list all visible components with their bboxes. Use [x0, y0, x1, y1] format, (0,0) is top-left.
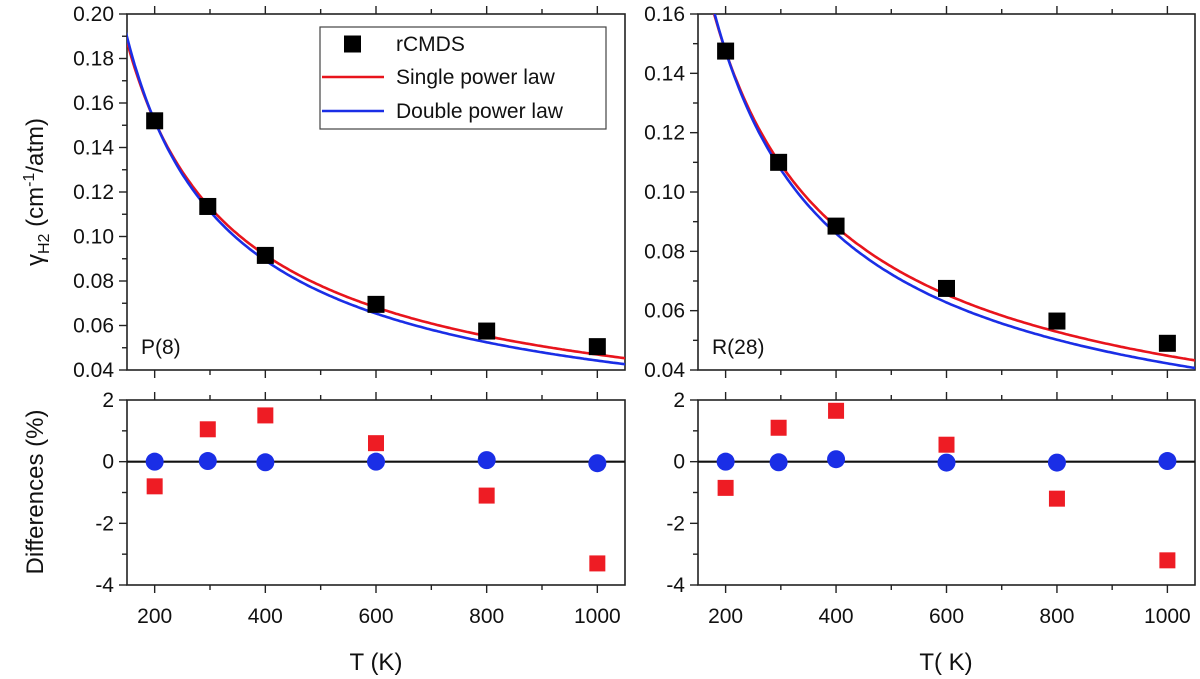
single-power-law-diff-point: [717, 479, 734, 496]
y-tick-label: 0.18: [73, 48, 114, 71]
double-power-law-diff-point: [937, 453, 956, 472]
y-tick-label: -4: [95, 574, 114, 597]
legend-label: Single power law: [396, 66, 556, 89]
y-tick-label: 0.12: [73, 181, 114, 204]
x-tick-label: 400: [248, 605, 283, 628]
y-tick-label: 0.06: [644, 300, 685, 323]
x-tick-label: 800: [469, 605, 504, 628]
double-power-law-diff-point: [256, 453, 275, 472]
single-power-law-diff-point: [828, 402, 845, 419]
double-power-law-diff-point: [1047, 453, 1066, 472]
x-tick-label: 1000: [1144, 605, 1191, 628]
rcmds-point: [717, 42, 735, 60]
y-tick-label: 0.14: [73, 137, 114, 160]
x-tick-label: 600: [929, 605, 964, 628]
rcmds-point: [1048, 312, 1066, 330]
double-power-law-diff-point: [477, 451, 496, 470]
panel-annotation: P(8): [141, 336, 181, 359]
rcmds-point: [367, 295, 385, 313]
panel-bottom-left: 200 400 600 800 1000 -4 -2 0 2: [95, 389, 626, 628]
plot-frame: [697, 13, 1196, 371]
y-axis-label-part: H2: [36, 233, 53, 254]
double-power-law-diff-point: [198, 452, 217, 471]
y-tick-label: 0.08: [644, 240, 685, 263]
single-power-law-diff-point: [589, 555, 606, 572]
y-tick-label: 0.14: [644, 62, 685, 85]
rcmds-point: [199, 197, 217, 215]
single-power-law-diff-point: [199, 421, 216, 438]
rcmds-point: [478, 322, 496, 340]
y-tick-label: 0.04: [73, 359, 114, 382]
panel-top-right: 0.04 0.06 0.08 0.10 0.12 0.14 0.16 R(28): [644, 3, 1196, 382]
double-power-law-diff-point: [769, 453, 788, 472]
plot-area: [127, 407, 625, 572]
double-power-law-diff-point: [1158, 452, 1177, 471]
single-power-law-diff-point: [770, 419, 787, 436]
double-power-law-curve: [713, 14, 1195, 370]
y-tick-label: 0: [673, 451, 685, 474]
y-axis-label-part: γ: [22, 254, 49, 266]
plot-area: [698, 402, 1195, 569]
y-tick-label: 0.16: [644, 3, 685, 26]
single-power-law-curve: [712, 14, 1195, 362]
y-axis-label-part: -1: [21, 173, 38, 187]
double-power-law-diff-point: [716, 452, 735, 471]
x-tick-label: 400: [819, 605, 854, 628]
y-tick-label: -2: [95, 512, 114, 535]
single-power-law-diff-point: [146, 478, 163, 495]
rcmds-point: [938, 279, 955, 297]
single-power-law-diff-point: [938, 436, 955, 453]
single-power-law-diff-point: [257, 407, 274, 424]
panel-top-left: 0.04 0.06 0.08 0.10 0.12 0.14 0.16 0.18 0.20 P(8): [73, 3, 626, 382]
panel-bottom-right: 200 400 600 800 1000 -4 -2 0 2: [666, 389, 1196, 628]
x-axis-label-left: T (K): [350, 649, 403, 676]
single-power-law-diff-point: [368, 435, 384, 452]
y-tick-label: 0.08: [73, 270, 114, 293]
rcmds-point: [770, 153, 788, 171]
y-axis-label-bottom: Differences (%): [22, 410, 49, 575]
legend: rCMDS Single power law Double power law: [319, 26, 607, 130]
plot-area: [127, 31, 625, 366]
double-power-law-diff-point: [367, 452, 385, 471]
double-power-law-diff-point: [588, 454, 607, 473]
double-power-law-diff-point: [145, 452, 164, 471]
rcmds-point: [588, 338, 606, 356]
x-tick-label: 1000: [574, 605, 621, 628]
double-power-law-diff-point: [827, 450, 846, 469]
y-tick-label: 0.12: [644, 122, 685, 145]
y-tick-label: 0: [102, 451, 114, 474]
y-tick-label: -4: [666, 574, 685, 597]
plot-area: [712, 14, 1195, 370]
y-tick-label: -2: [666, 512, 685, 535]
rcmds-point: [256, 246, 274, 264]
x-tick-label: 200: [137, 605, 172, 628]
x-tick-label: 800: [1039, 605, 1074, 628]
y-tick-label: 2: [102, 389, 114, 412]
y-axis-label-top: γH2 (cm-1/atm): [21, 118, 53, 266]
legend-label: rCMDS: [396, 33, 465, 56]
x-axis-label-right: T( K): [919, 649, 972, 676]
y-tick-label: 0.06: [73, 315, 114, 338]
y-tick-label: 0.04: [644, 359, 685, 382]
rcmds-point: [146, 112, 164, 130]
single-power-law-diff-point: [1048, 490, 1065, 507]
legend-label: Double power law: [396, 100, 564, 123]
panel-annotation: R(28): [712, 336, 765, 359]
rcmds-point: [827, 217, 845, 235]
y-tick-label: 2: [673, 389, 685, 412]
single-power-law-diff-point: [1159, 552, 1176, 569]
x-tick-label: 600: [358, 605, 393, 628]
y-axis-label-part: /atm): [22, 118, 49, 173]
single-power-law-diff-point: [478, 487, 495, 504]
y-tick-label: 0.10: [73, 226, 114, 249]
rcmds-point: [1158, 334, 1176, 352]
y-tick-label: 0.20: [73, 3, 114, 26]
y-axis-label-part: (cm: [22, 187, 49, 234]
x-tick-label: 200: [708, 605, 743, 628]
y-tick-label: 0.16: [73, 92, 114, 115]
y-tick-label: 0.10: [644, 181, 685, 204]
legend-marker-rcmds: [344, 35, 361, 53]
